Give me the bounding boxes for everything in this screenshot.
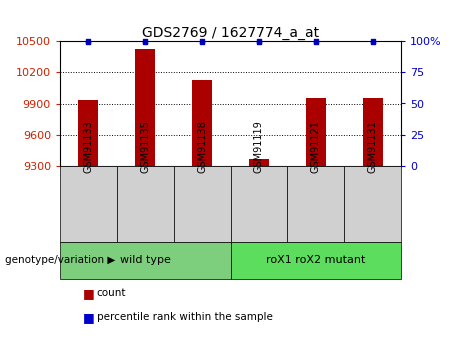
Point	[85, 39, 92, 45]
Point	[198, 39, 206, 45]
Text: ■: ■	[83, 311, 95, 324]
Bar	[174, 166, 230, 242]
Point	[255, 39, 263, 45]
Text: genotype/variation ▶: genotype/variation ▶	[5, 256, 115, 265]
Title: GDS2769 / 1627774_a_at: GDS2769 / 1627774_a_at	[142, 26, 319, 40]
Text: roX1 roX2 mutant: roX1 roX2 mutant	[266, 256, 366, 265]
Text: GSM91131: GSM91131	[367, 120, 378, 173]
Bar	[135, 49, 155, 166]
Text: GSM91135: GSM91135	[140, 120, 150, 173]
Bar	[249, 159, 269, 166]
Bar	[363, 98, 383, 166]
Bar	[230, 166, 287, 242]
Text: GSM91121: GSM91121	[311, 120, 321, 173]
Point	[369, 39, 376, 44]
Bar	[117, 166, 174, 242]
Text: GSM91119: GSM91119	[254, 120, 264, 173]
Bar	[60, 241, 230, 279]
Bar	[230, 241, 401, 279]
Bar	[60, 166, 117, 242]
Point	[142, 39, 149, 45]
Text: GSM91133: GSM91133	[83, 120, 94, 173]
Point	[255, 39, 263, 44]
Text: percentile rank within the sample: percentile rank within the sample	[97, 313, 273, 322]
Point	[142, 39, 149, 44]
Point	[312, 39, 319, 45]
Text: wild type: wild type	[120, 256, 171, 265]
Text: count: count	[97, 288, 126, 298]
Text: GSM91138: GSM91138	[197, 120, 207, 173]
Point	[369, 39, 376, 45]
Point	[198, 39, 206, 44]
Point	[85, 39, 92, 44]
Bar	[287, 166, 344, 242]
Bar	[192, 80, 212, 166]
Text: ■: ■	[83, 287, 95, 300]
Point	[312, 39, 319, 44]
Bar	[344, 166, 401, 242]
Bar	[78, 100, 98, 166]
Bar	[306, 98, 326, 166]
